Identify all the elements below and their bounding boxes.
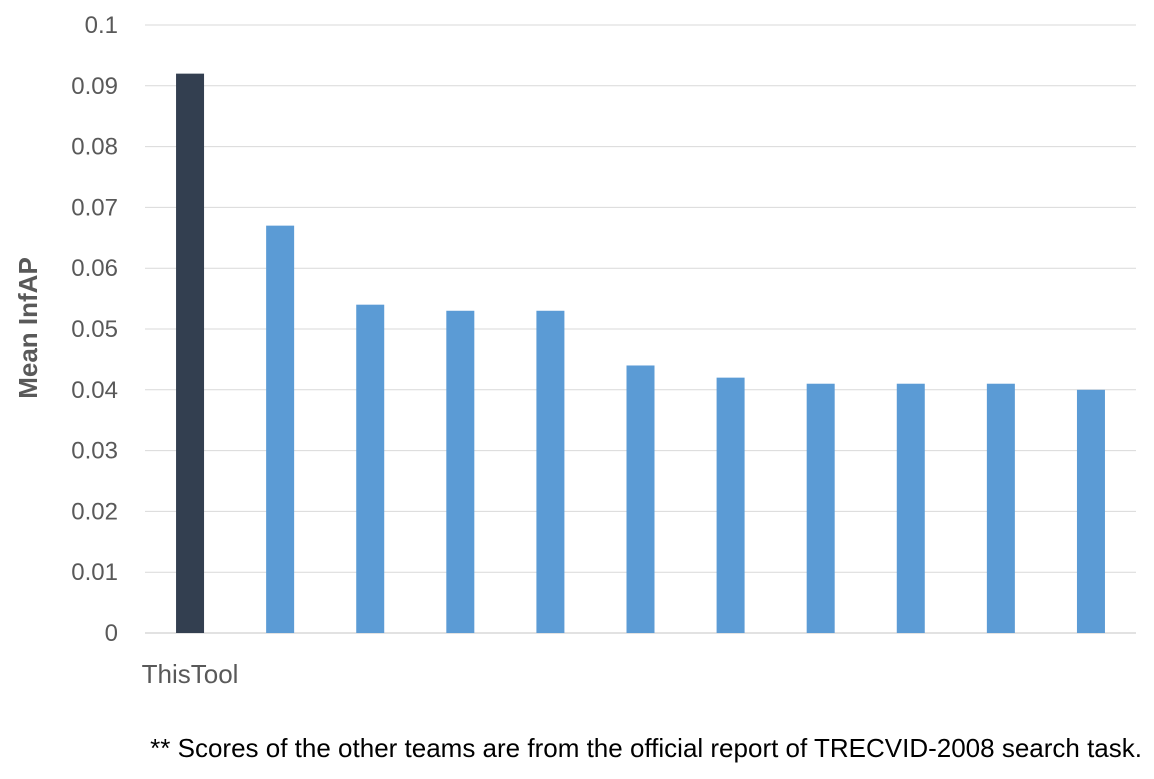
bar (986, 383, 1015, 633)
y-tick-label: 0 (105, 620, 118, 647)
bar (536, 310, 565, 633)
y-axis-ticks: 0 0.01 0.02 0.03 0.04 0.05 0.06 0.07 0.08 0.09 0.1 (71, 12, 118, 647)
bar (266, 225, 295, 633)
y-tick-label: 0.06 (71, 255, 118, 282)
y-tick-label: 0.09 (71, 73, 118, 100)
y-tick-label: 0.01 (71, 559, 118, 586)
x-axis-labels: ThisTool (142, 659, 239, 689)
y-axis-title: Mean InfAP (13, 257, 43, 399)
y-tick-label: 0.02 (71, 498, 118, 525)
y-tick-label: 0.03 (71, 438, 118, 465)
bar (1076, 389, 1105, 633)
x-category-label: ThisTool (142, 659, 239, 689)
footnote: ** Scores of the other teams are from th… (150, 733, 1142, 763)
bars (176, 73, 1105, 633)
y-tick-label: 0.07 (71, 194, 118, 221)
bar (446, 310, 475, 633)
bar (806, 383, 835, 633)
bar (896, 383, 925, 633)
y-tick-label: 0.05 (71, 316, 118, 343)
y-tick-label: 0.08 (71, 134, 118, 161)
bar (626, 365, 655, 633)
y-tick-label: 0.04 (71, 377, 118, 404)
bar (716, 377, 745, 633)
bar (356, 304, 385, 633)
y-tick-label: 0.1 (85, 12, 118, 39)
bar (176, 73, 205, 633)
